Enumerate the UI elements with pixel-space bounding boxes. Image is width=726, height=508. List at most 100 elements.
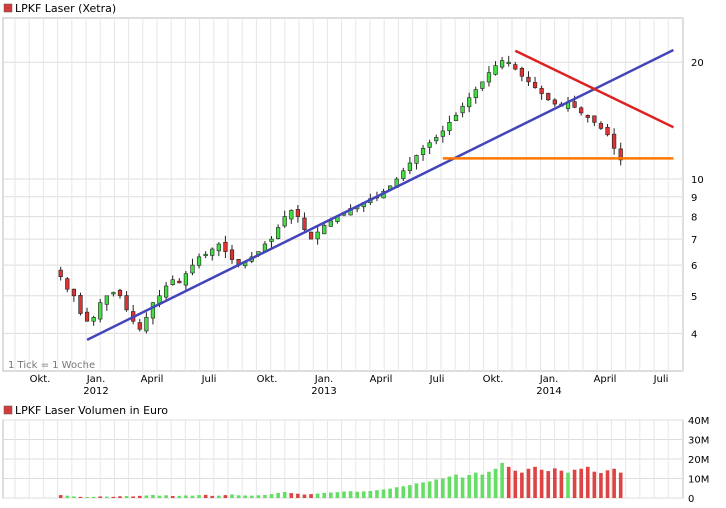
volume-bar	[388, 488, 392, 498]
x-month-label: Okt.	[483, 374, 504, 385]
candle-body	[612, 133, 617, 149]
x-month-label: Jan.	[314, 374, 334, 385]
candle-body	[546, 92, 551, 101]
candle-body	[196, 256, 202, 266]
price-plot-frame	[2, 17, 684, 372]
volume-bar	[111, 496, 116, 498]
candle-body	[137, 322, 142, 330]
price-y-tick: 20	[691, 58, 704, 69]
candle-body	[65, 278, 70, 290]
price-y-tick: 5	[691, 292, 697, 303]
volume-bar	[269, 494, 274, 498]
volume-bar	[579, 468, 583, 498]
candle-body	[98, 302, 103, 320]
candle-body	[592, 115, 597, 123]
price-chart-title: LPKF Laser (Xetra)	[15, 2, 116, 15]
candle-body	[467, 97, 472, 108]
volume-bar	[572, 469, 577, 498]
candle-body	[585, 115, 590, 118]
candle-body	[295, 209, 300, 217]
volume-bar	[210, 495, 215, 498]
volume-bar	[335, 492, 340, 498]
price-panel	[0, 0, 726, 400]
volume-bar	[480, 474, 485, 498]
x-year-label: 2014	[536, 386, 561, 397]
volume-bar	[184, 495, 188, 498]
volume-bar	[592, 471, 597, 498]
candle-body	[150, 302, 156, 319]
volume-bar	[375, 490, 379, 498]
candle-body	[407, 162, 412, 171]
volume-bar	[263, 494, 267, 498]
volume-bar	[566, 472, 570, 498]
volume-bar	[381, 489, 386, 498]
price-gridlines	[3, 18, 683, 371]
volume-bar	[401, 486, 406, 498]
x-month-label: April	[370, 374, 393, 385]
x-month-label: April	[594, 374, 617, 385]
volume-bar	[124, 496, 129, 498]
volume-bar	[408, 485, 412, 498]
volume-y-tick: 10M	[688, 475, 709, 486]
x-month-label: April	[141, 374, 164, 385]
volume-bar	[282, 491, 287, 498]
candle-body	[414, 155, 419, 164]
volume-bar	[85, 497, 89, 498]
candle-body	[539, 88, 544, 94]
volume-bar	[289, 493, 294, 498]
candle-body	[124, 295, 129, 311]
volume-bar	[236, 495, 241, 498]
candle-body	[427, 142, 432, 148]
volume-bar	[487, 471, 491, 498]
volume-bar	[368, 490, 373, 498]
volume-bar	[427, 481, 432, 498]
volume-bar	[329, 492, 333, 498]
candle-body	[315, 231, 320, 240]
candle-body	[223, 241, 228, 252]
x-axis-labels: Okt. Jan. April Juli Okt. Jan. April Juli Okt. Ja…	[30, 374, 669, 397]
volume-bars	[58, 462, 623, 498]
volume-bar	[612, 468, 616, 498]
candle-body	[513, 64, 518, 70]
volume-bar	[296, 493, 300, 498]
volume-bar	[72, 496, 76, 498]
volume-bar	[467, 474, 471, 498]
volume-bar	[513, 470, 518, 498]
trendlines	[86, 48, 674, 341]
price-y-tick: 10	[691, 175, 704, 186]
candle-body	[289, 210, 294, 220]
volume-bar	[243, 495, 247, 498]
candle-body	[111, 292, 116, 295]
volume-bar	[533, 466, 537, 498]
x-month-label: Juli	[653, 374, 669, 385]
volume-bar	[454, 474, 458, 498]
candle-body	[447, 122, 452, 132]
volume-bar	[585, 466, 590, 498]
volume-bar	[98, 496, 103, 498]
volume-legend-swatch	[3, 405, 13, 415]
volume-bar	[348, 491, 353, 498]
volume-bar	[500, 462, 504, 498]
volume-bar	[355, 491, 359, 498]
volume-bar	[520, 472, 524, 498]
volume-bar	[526, 468, 531, 498]
x-month-label: Juli	[429, 374, 445, 385]
candle-body	[473, 89, 478, 99]
volume-bar	[190, 495, 195, 498]
candle-body	[572, 101, 577, 108]
volume-bar	[361, 491, 366, 498]
candle-body	[269, 238, 274, 242]
candle-body	[605, 126, 610, 136]
volume-bar	[473, 472, 478, 498]
candle-body	[434, 137, 439, 142]
volume-bar	[394, 487, 399, 498]
volume-bar	[144, 495, 149, 498]
candle-body	[282, 216, 287, 227]
volume-bar	[65, 495, 70, 498]
price-y-tick: 7	[691, 235, 697, 246]
volume-bar	[197, 495, 201, 498]
volume-bar	[151, 494, 155, 498]
price-y-tick: 9	[691, 193, 697, 204]
volume-bar	[230, 494, 234, 498]
volume-bar	[170, 496, 175, 498]
